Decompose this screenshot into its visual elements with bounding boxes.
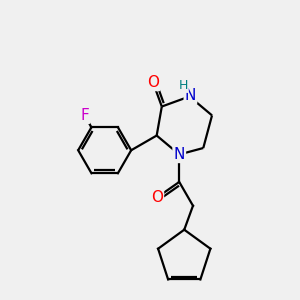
Text: H: H [178,79,188,92]
Text: O: O [147,75,159,90]
Text: N: N [174,147,185,162]
Text: F: F [80,108,89,123]
Text: N: N [185,88,196,103]
Text: O: O [151,190,163,205]
